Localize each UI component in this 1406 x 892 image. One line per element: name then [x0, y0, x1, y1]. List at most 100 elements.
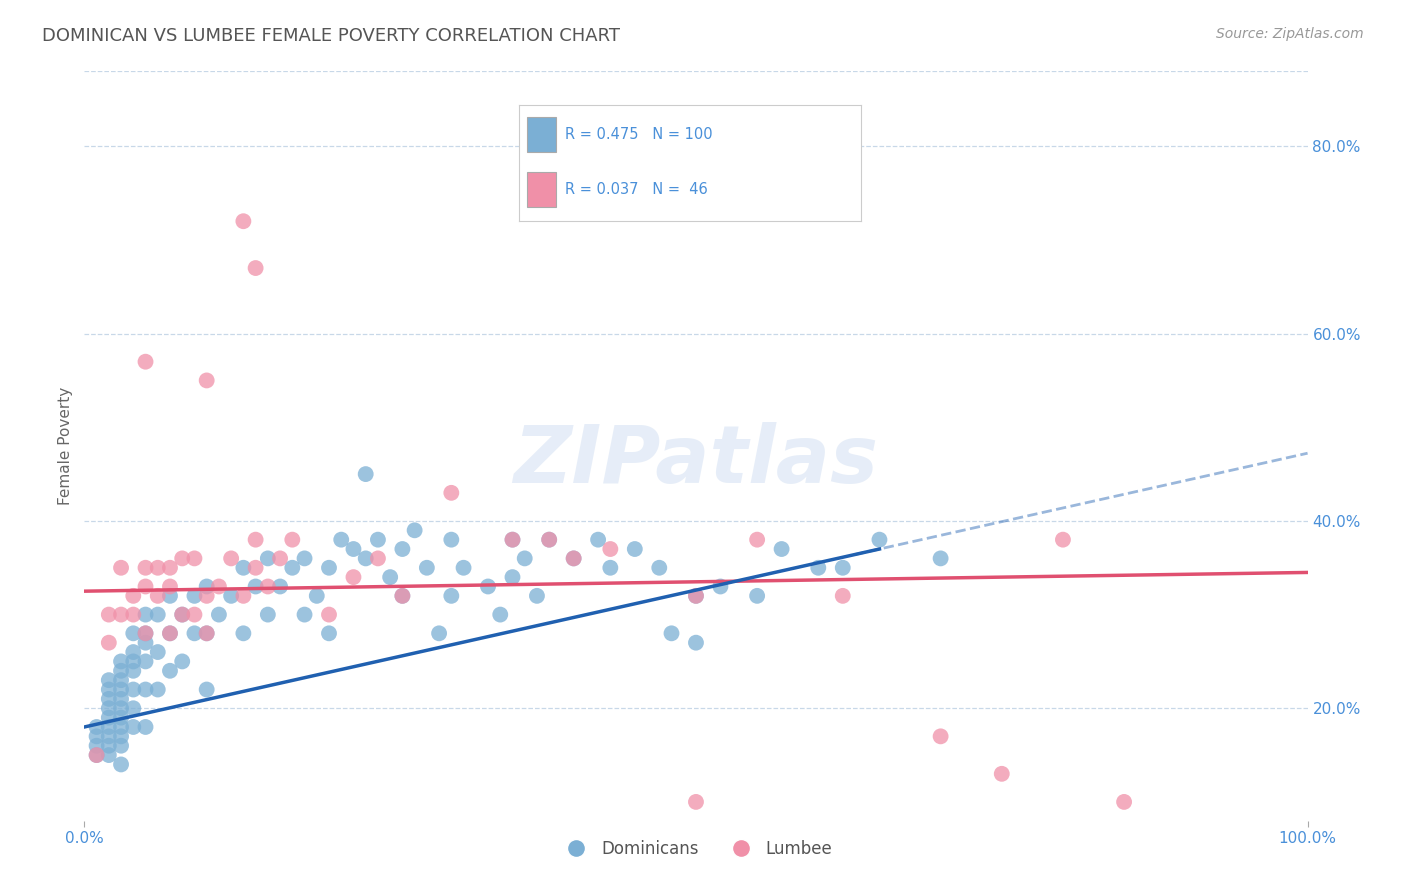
- Point: [440, 486, 463, 500]
- Point: [135, 355, 157, 369]
- Point: [146, 645, 169, 659]
- Point: [929, 730, 952, 744]
- Point: [502, 533, 524, 547]
- Point: [342, 542, 364, 557]
- Point: [172, 607, 194, 622]
- Point: [453, 561, 475, 575]
- Point: [135, 682, 157, 697]
- Point: [86, 730, 108, 744]
- Point: [195, 682, 218, 697]
- Point: [172, 607, 194, 622]
- Point: [380, 570, 402, 584]
- Point: [427, 626, 450, 640]
- Point: [86, 720, 108, 734]
- Point: [110, 673, 132, 688]
- Point: [86, 747, 108, 762]
- Point: [135, 580, 157, 594]
- Point: [135, 607, 157, 622]
- Point: [110, 682, 132, 697]
- Point: [232, 626, 254, 640]
- Point: [747, 589, 769, 603]
- Point: [318, 561, 340, 575]
- Point: [367, 533, 389, 547]
- Text: DOMINICAN VS LUMBEE FEMALE POVERTY CORRELATION CHART: DOMINICAN VS LUMBEE FEMALE POVERTY CORRE…: [42, 27, 620, 45]
- Point: [869, 533, 891, 547]
- Point: [110, 730, 132, 744]
- Point: [257, 580, 280, 594]
- Point: [97, 730, 120, 744]
- Text: Source: ZipAtlas.com: Source: ZipAtlas.com: [1216, 27, 1364, 41]
- Point: [122, 589, 145, 603]
- Point: [208, 607, 231, 622]
- Point: [562, 551, 585, 566]
- Point: [195, 374, 218, 388]
- Point: [97, 710, 120, 724]
- Point: [97, 692, 120, 706]
- Point: [489, 607, 512, 622]
- Point: [807, 561, 830, 575]
- Point: [110, 655, 132, 669]
- Point: [685, 795, 707, 809]
- Point: [354, 467, 377, 482]
- Point: [122, 720, 145, 734]
- Point: [110, 692, 132, 706]
- Point: [770, 542, 793, 557]
- Point: [172, 551, 194, 566]
- Point: [159, 664, 181, 678]
- Point: [747, 533, 769, 547]
- Point: [122, 645, 145, 659]
- Point: [269, 551, 291, 566]
- Y-axis label: Female Poverty: Female Poverty: [58, 387, 73, 505]
- Point: [513, 551, 536, 566]
- Point: [97, 673, 120, 688]
- Point: [661, 626, 683, 640]
- Legend: Dominicans, Lumbee: Dominicans, Lumbee: [553, 833, 839, 864]
- Point: [135, 635, 157, 649]
- Point: [195, 626, 218, 640]
- Point: [599, 561, 621, 575]
- Point: [110, 710, 132, 724]
- Point: [624, 542, 647, 557]
- Point: [1052, 533, 1074, 547]
- Point: [97, 682, 120, 697]
- Point: [219, 589, 242, 603]
- Point: [135, 561, 157, 575]
- Point: [195, 580, 218, 594]
- Point: [342, 570, 364, 584]
- Point: [183, 607, 205, 622]
- Point: [391, 589, 413, 603]
- Point: [1114, 795, 1136, 809]
- Point: [709, 580, 731, 594]
- Point: [831, 589, 853, 603]
- Point: [86, 747, 108, 762]
- Point: [122, 682, 145, 697]
- Point: [97, 720, 120, 734]
- Point: [685, 635, 707, 649]
- Point: [648, 561, 671, 575]
- Point: [245, 580, 267, 594]
- Point: [440, 533, 463, 547]
- Point: [110, 757, 132, 772]
- Point: [110, 607, 132, 622]
- Point: [232, 214, 254, 228]
- Text: ZIPatlas: ZIPatlas: [513, 422, 879, 500]
- Point: [440, 589, 463, 603]
- Point: [831, 561, 853, 575]
- Point: [330, 533, 353, 547]
- Point: [502, 533, 524, 547]
- Point: [183, 551, 205, 566]
- Point: [183, 589, 205, 603]
- Point: [294, 551, 316, 566]
- Point: [86, 739, 108, 753]
- Point: [183, 626, 205, 640]
- Point: [195, 626, 218, 640]
- Point: [685, 589, 707, 603]
- Point: [354, 551, 377, 566]
- Point: [135, 626, 157, 640]
- Point: [110, 561, 132, 575]
- Point: [135, 626, 157, 640]
- Point: [159, 626, 181, 640]
- Point: [135, 655, 157, 669]
- Point: [146, 589, 169, 603]
- Point: [97, 701, 120, 715]
